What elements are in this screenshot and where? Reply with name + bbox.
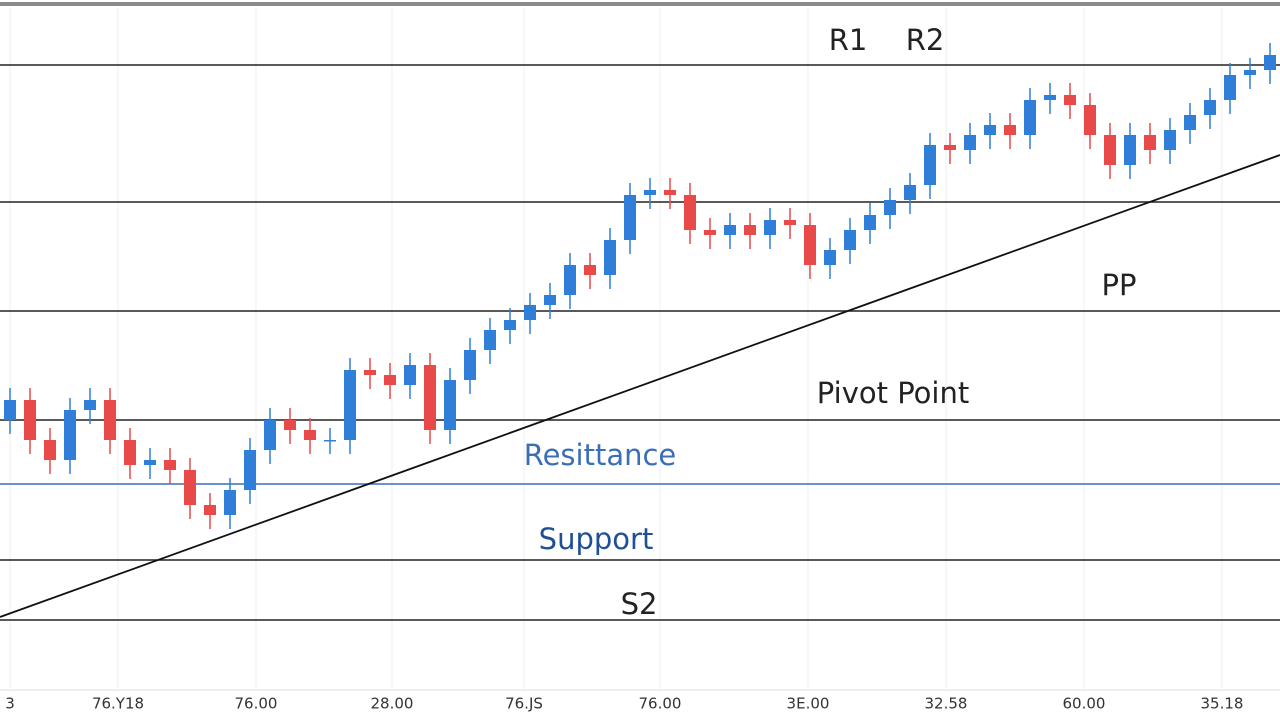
candle-body [1084, 105, 1096, 135]
annotation: S2 [621, 587, 658, 621]
candle-body [1264, 55, 1276, 70]
x-tick-label: 35.18 [1201, 695, 1244, 713]
candle-body [844, 230, 856, 250]
candle-body [544, 295, 556, 305]
candle-body [1104, 135, 1116, 165]
candle-body [64, 410, 76, 460]
x-tick-label: 76.00 [235, 695, 278, 713]
candle-body [564, 265, 576, 295]
candle-body [1124, 135, 1136, 165]
candle-body [904, 185, 916, 200]
candle-body [344, 370, 356, 440]
candle-body [84, 400, 96, 410]
candle-body [464, 350, 476, 380]
x-tick-label: 76.Y18 [92, 695, 144, 713]
candle-body [4, 400, 16, 420]
candle-body [1204, 100, 1216, 115]
candle-body [744, 225, 756, 235]
annotation: Pivot Point [817, 376, 969, 410]
candle-body [684, 195, 696, 230]
candle-body [284, 420, 296, 430]
annotation: Support [539, 522, 654, 556]
candle-body [624, 195, 636, 240]
annotation: Resittance [524, 438, 677, 472]
candle-body [264, 420, 276, 450]
candle-body [1064, 95, 1076, 105]
candle-body [224, 490, 236, 515]
candle-body [324, 440, 336, 442]
annotations: R1 R2 PP Pivot Point Resittance Support … [524, 23, 1137, 621]
candle-body [104, 400, 116, 440]
candle-body [424, 365, 436, 430]
candle-body [644, 190, 656, 195]
candle-body [1024, 100, 1036, 135]
annotation: PP [1102, 268, 1137, 302]
candle-body [984, 125, 996, 135]
candle-body [724, 225, 736, 235]
candle-body [824, 250, 836, 265]
grid [9, 8, 1223, 690]
candle-body [784, 220, 796, 225]
x-tick-label: 3E.00 [787, 695, 830, 713]
candle-body [704, 230, 716, 235]
annotation: R2 [906, 23, 945, 57]
candle-body [524, 305, 536, 320]
x-tick-labels: 3 76.Y18 76.00 28.00 76.JS 76.00 3E.00 32.58 60.… [5, 695, 1243, 713]
candle-body [944, 145, 956, 150]
candle-body [604, 240, 616, 275]
candle-body [404, 365, 416, 385]
candle-body [1184, 115, 1196, 130]
candle-body [504, 320, 516, 330]
candle-body [1164, 130, 1176, 150]
candle-body [484, 330, 496, 350]
candle-body [864, 215, 876, 230]
candle-body [884, 200, 896, 215]
candle-body [24, 400, 36, 440]
candle-body [1004, 125, 1016, 135]
candle-body [304, 430, 316, 440]
x-tick-label: 76.JS [505, 695, 543, 713]
trend [0, 154, 1280, 618]
candle-body [204, 505, 216, 515]
x-tick-label: 32.58 [925, 695, 968, 713]
candle-body [924, 145, 936, 185]
candle-body [184, 470, 196, 505]
candle-body [1244, 70, 1256, 75]
candle-body [1144, 135, 1156, 150]
candle-body [44, 440, 56, 460]
x-tick-label: 3 [5, 695, 15, 713]
candle-body [444, 380, 456, 430]
candle-body [584, 265, 596, 275]
candle-body [364, 370, 376, 375]
candle-body [1044, 95, 1056, 100]
x-tick-label: 76.00 [639, 695, 682, 713]
annotation: R1 [829, 23, 868, 57]
x-tick-label: 60.00 [1063, 695, 1106, 713]
candle-body [384, 375, 396, 385]
trend-line [0, 154, 1280, 618]
candle-body [804, 225, 816, 265]
candle-body [244, 450, 256, 490]
candle-body [964, 135, 976, 150]
x-tick-label: 28.00 [371, 695, 414, 713]
levels [0, 64, 1280, 621]
candles [4, 43, 1276, 529]
candle-body [144, 460, 156, 465]
candle-body [164, 460, 176, 470]
candle-body [764, 220, 776, 235]
candle-body [124, 440, 136, 465]
candle-body [664, 190, 676, 195]
candle-body [1224, 75, 1236, 100]
